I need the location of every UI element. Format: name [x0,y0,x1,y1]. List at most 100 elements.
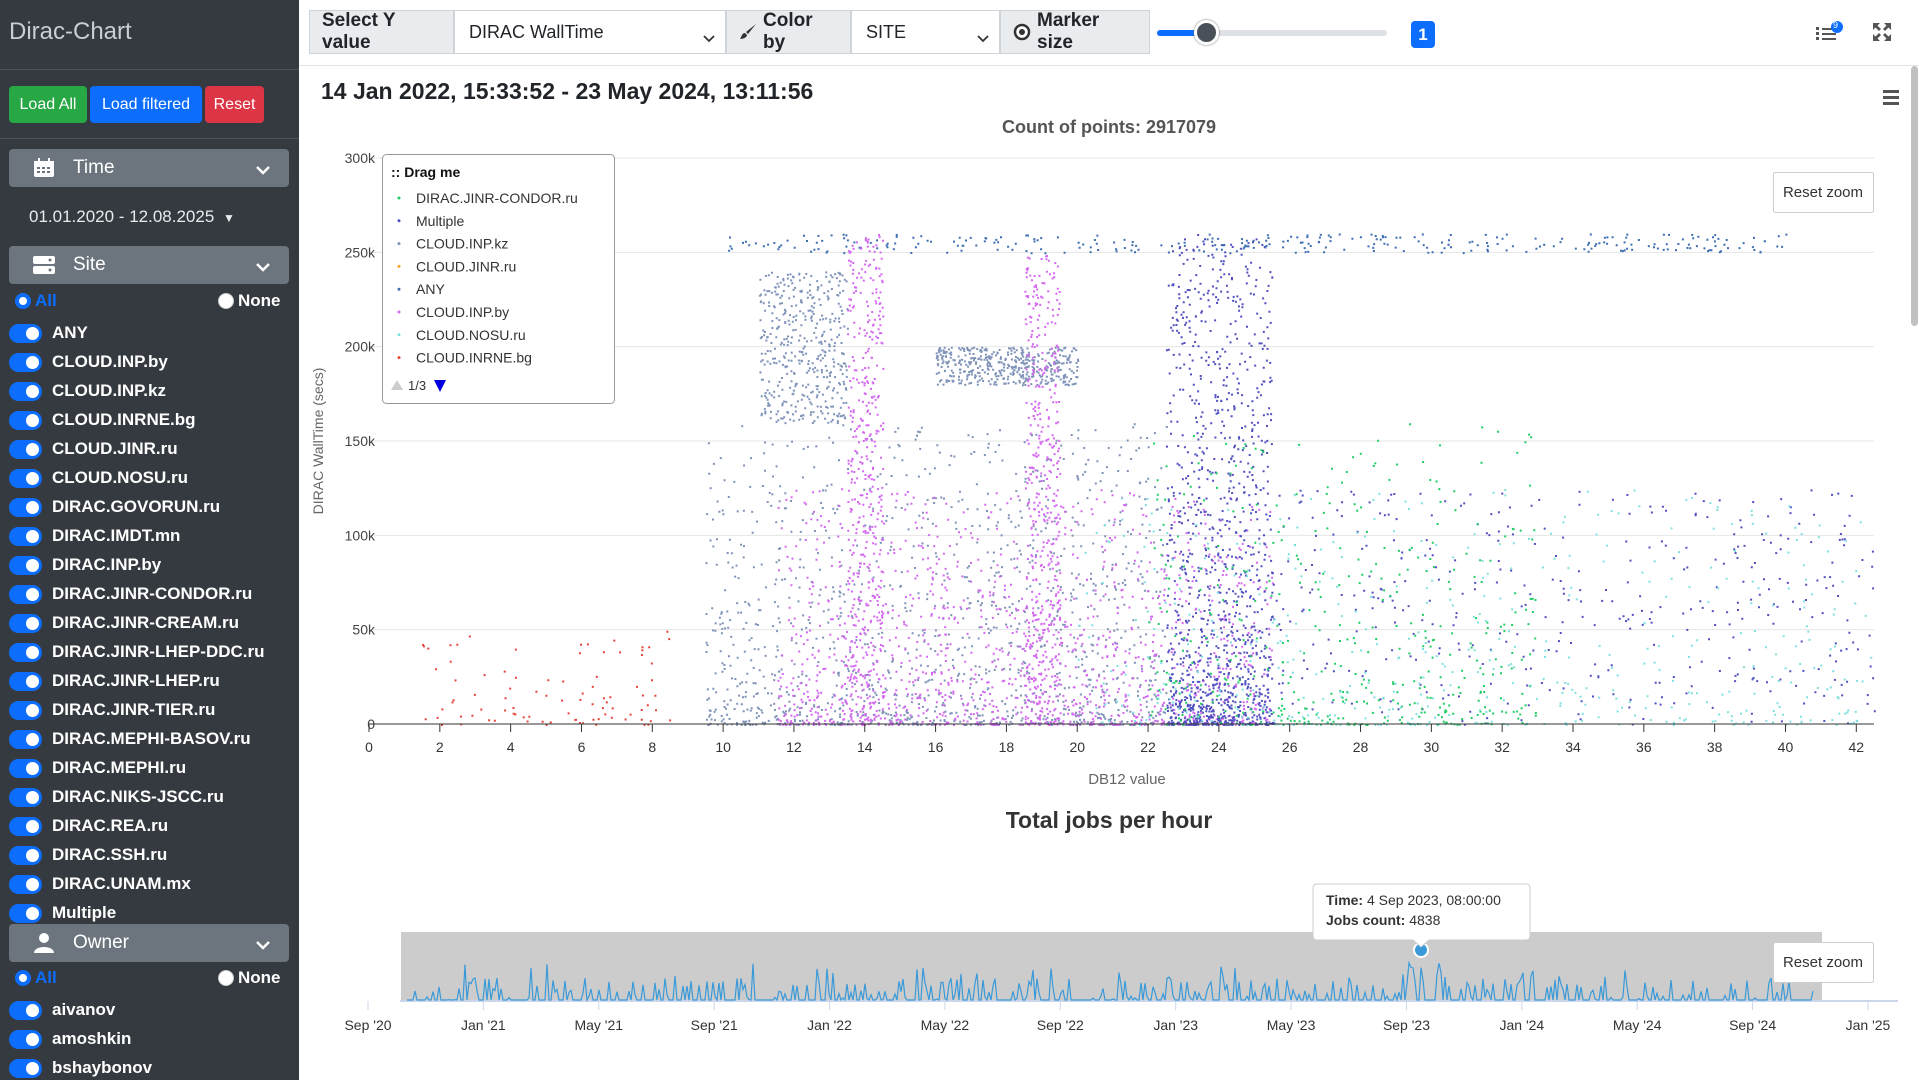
load-filtered-button[interactable]: Load filtered [90,86,202,123]
site-toggle[interactable] [9,323,42,343]
site-toggle[interactable] [9,613,42,633]
site-filter-item[interactable]: CLOUD.INP.by [9,350,168,374]
site-toggle[interactable] [9,642,42,662]
site-filter-item[interactable]: DIRAC.IMDT.mn [9,524,180,548]
x-tick-label: 20 [1069,739,1085,755]
navigator-tick-label: Jan '25 [1846,1017,1891,1033]
marker-size-label: Marker size [1000,10,1150,54]
date-range-picker[interactable]: 01.01.2020 - 12.08.2025 ▼ [29,207,235,227]
site-toggle[interactable] [9,410,42,430]
site-filter-item[interactable]: DIRAC.JINR-LHEP.ru [9,669,220,693]
svg-text:Time: 4 Sep 2023, 08:00:00: Time: 4 Sep 2023, 08:00:00 [1326,892,1501,908]
owner-toggle[interactable] [9,1058,42,1078]
owner-filter-item[interactable]: amoshkin [9,1027,131,1051]
site-toggle[interactable] [9,671,42,691]
load-all-button[interactable]: Load All [9,86,87,123]
site-filter-item[interactable]: DIRAC.JINR-LHEP-DDC.ru [9,640,265,664]
site-toggle[interactable] [9,729,42,749]
site-toggle[interactable] [9,497,42,517]
owner-filter-item[interactable]: bshaybonov [9,1056,152,1080]
reset-zoom-button[interactable]: Reset zoom [1773,172,1874,213]
site-toggle[interactable] [9,700,42,720]
chart-menu-icon[interactable] [1883,90,1899,105]
site-toggle[interactable] [9,555,42,575]
fullscreen-icon[interactable] [1872,22,1892,42]
color-by-select[interactable]: SITE [851,10,1000,54]
owner-all-radio[interactable] [15,970,31,986]
site-toggle[interactable] [9,584,42,604]
site-label: Site [73,254,106,275]
list-icon[interactable]: 9 [1814,20,1844,44]
owner-none-label: None [238,968,281,987]
site-accordion[interactable]: Site [9,246,289,284]
site-filter-label: CLOUD.JINR.ru [52,439,178,458]
time-accordion[interactable]: Time [9,149,289,187]
navigator-tick-label: May '22 [921,1017,970,1033]
owner-toggle[interactable] [9,1029,42,1049]
reset-button[interactable]: Reset [205,86,264,123]
x-tick-label: 8 [648,739,656,755]
site-toggle[interactable] [9,787,42,807]
site-filter-label: CLOUD.NOSU.ru [52,468,188,487]
site-filter-item[interactable]: DIRAC.JINR-CREAM.ru [9,611,239,635]
site-none-label: None [238,291,281,310]
owner-none-radio[interactable] [218,970,234,986]
navigator-selection[interactable] [401,932,1822,1000]
marker-size-slider-thumb[interactable] [1194,20,1219,45]
scatter-series [1165,234,1876,726]
site-toggle[interactable] [9,439,42,459]
legend-pager: 1/3 [408,378,426,393]
navigator-tick-label: Sep '24 [1729,1017,1776,1033]
legend[interactable]: :: Drag meDIRAC.JINR-CONDOR.ruMultipleCL… [382,154,615,404]
site-filter-item[interactable]: ANY [9,321,88,345]
x-axis-label: DB12 value [1088,771,1166,788]
site-filter-item[interactable]: DIRAC.MEPHI-BASOV.ru [9,727,251,751]
site-filter-item[interactable]: DIRAC.GOVORUN.ru [9,495,220,519]
site-filter-item[interactable]: CLOUD.JINR.ru [9,437,178,461]
server-icon [31,255,57,275]
site-toggle[interactable] [9,468,42,488]
navigator-tick-label: May '24 [1613,1017,1662,1033]
divider [0,69,299,70]
site-toggle[interactable] [9,381,42,401]
site-filter-item[interactable]: CLOUD.INRNE.bg [9,408,196,432]
y-value-select[interactable]: DIRAC WallTime [454,10,726,54]
x-tick-label: 32 [1494,739,1510,755]
site-filter-item[interactable]: Multiple [9,901,116,925]
site-filter-item[interactable]: CLOUD.NOSU.ru [9,466,188,490]
x-tick-label: 38 [1707,739,1723,755]
site-toggle[interactable] [9,903,42,923]
site-toggle[interactable] [9,816,42,836]
tooltip-time-label: Time: [1326,892,1363,908]
site-filter-item[interactable]: DIRAC.NIKS-JSCC.ru [9,785,224,809]
x-tick-label: 22 [1140,739,1156,755]
site-filter-item[interactable]: DIRAC.JINR-TIER.ru [9,698,215,722]
site-toggle[interactable] [9,845,42,865]
site-filter-item[interactable]: DIRAC.JINR-CONDOR.ru [9,582,252,606]
jobs-per-hour-chart[interactable]: Total jobs per hour Sep '20 Jan '21 May '2… [299,800,1899,1080]
site-filter-item[interactable]: DIRAC.MEPHI.ru [9,756,186,780]
navigator-tick-label: Sep '22 [1037,1017,1084,1033]
site-toggle[interactable] [9,874,42,894]
x-tick-label: 30 [1424,739,1440,755]
site-filter-item[interactable]: DIRAC.INP.by [9,553,161,577]
owner-toggle[interactable] [9,1000,42,1020]
site-filter-item[interactable]: DIRAC.SSH.ru [9,843,167,867]
site-filter-item[interactable]: DIRAC.REA.ru [9,814,168,838]
owner-accordion[interactable]: Owner [9,924,289,962]
owner-filter-item[interactable]: aivanov [9,998,115,1022]
site-toggle[interactable] [9,526,42,546]
site-filter-item[interactable]: DIRAC.UNAM.mx [9,872,191,896]
site-none-radio[interactable] [218,293,234,309]
x-tick-label: 34 [1565,739,1581,755]
site-all-radio[interactable] [15,293,31,309]
site-filter-item[interactable]: CLOUD.INP.kz [9,379,166,403]
marker-size-slider[interactable] [1157,30,1387,36]
site-toggle[interactable] [9,352,42,372]
scrollbar[interactable] [1911,66,1918,326]
owner-all-label: All [35,968,57,987]
site-toggle[interactable] [9,758,42,778]
owner-filter-label: amoshkin [52,1029,132,1048]
navigator-reset-zoom-button[interactable]: Reset zoom [1773,942,1874,983]
